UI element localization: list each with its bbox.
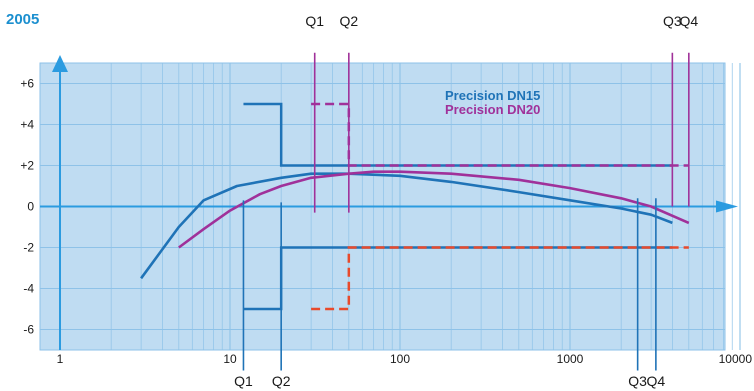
x-tick-label: 10: [223, 352, 237, 366]
flow-marker-label: Q1: [234, 373, 253, 389]
y-tick-label: +2: [20, 159, 34, 173]
y-tick-label: -4: [23, 282, 34, 296]
tick-labels: -6 -4 -2 0 +2 +4 +6 1 10 100 1000 10000: [20, 77, 752, 367]
legend-entry: Precision DN15: [445, 88, 540, 103]
y-axis-arrow: [52, 55, 68, 72]
x-tick-label: 100: [390, 352, 410, 366]
flow-marker-label: Q3: [663, 13, 682, 29]
flow-marker-label: Q4: [679, 13, 698, 29]
x-tick-label: 1: [57, 352, 64, 366]
error-limit-lower-dn20: [311, 246, 689, 311]
x-axis-arrow: [716, 200, 738, 213]
x-tick-label: 1000: [557, 352, 584, 366]
y-tick-label: -6: [23, 323, 34, 337]
flow-marker-label: Q2: [339, 13, 358, 29]
error-limit-upper-dn20: [311, 102, 689, 167]
flow-marker-label: Q2: [272, 373, 291, 389]
y-tick-label: +4: [20, 118, 34, 132]
error-curves: [140, 170, 690, 280]
flow-marker-label: Q3: [628, 373, 647, 389]
y-tick-label: 0: [27, 200, 34, 214]
y-tick-label: -2: [23, 241, 34, 255]
legend-entry: Precision DN20: [445, 102, 540, 117]
series-line-1: [178, 170, 690, 249]
x-tick-label: 10000: [719, 352, 753, 366]
flow-marker-label: Q4: [647, 373, 666, 389]
flow-marker-label: Q1: [305, 13, 324, 29]
chart-title: 2005: [6, 11, 39, 28]
series-line-0: [140, 172, 673, 280]
y-tick-label: +6: [20, 77, 34, 91]
